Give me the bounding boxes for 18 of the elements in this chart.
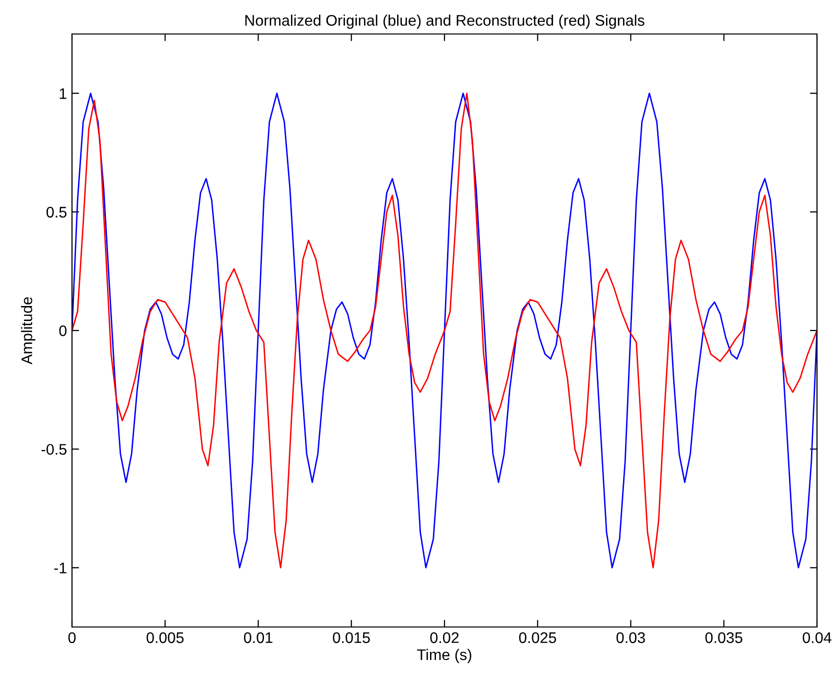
- x-axis-title: Time (s): [417, 648, 472, 664]
- y-axis-title: Amplitude: [21, 297, 36, 364]
- x-tick-label: 0.03: [616, 632, 645, 644]
- y-tick-label: -0.5: [41, 444, 66, 455]
- x-tick-label: 0: [68, 632, 76, 644]
- chart-title: Normalized Original (blue) and Reconstructed (red) Signals: [245, 14, 644, 29]
- x-tick-label: 0.035: [705, 632, 742, 644]
- x-tick-label: 0.02: [430, 632, 459, 644]
- x-tick-label: 0.015: [332, 632, 370, 644]
- y-tick-label: 0: [59, 325, 67, 336]
- y-tick-label: -1: [54, 562, 66, 574]
- x-tick-label: 0.01: [244, 632, 272, 644]
- x-tick-label: 0.025: [519, 632, 556, 644]
- x-tick-label: 0.04: [802, 632, 832, 644]
- y-tick-label: 0.5: [46, 206, 66, 218]
- y-tick-label: 1: [60, 88, 66, 99]
- x-tick-label: 0.005: [146, 632, 184, 644]
- line-series: [72, 92, 817, 568]
